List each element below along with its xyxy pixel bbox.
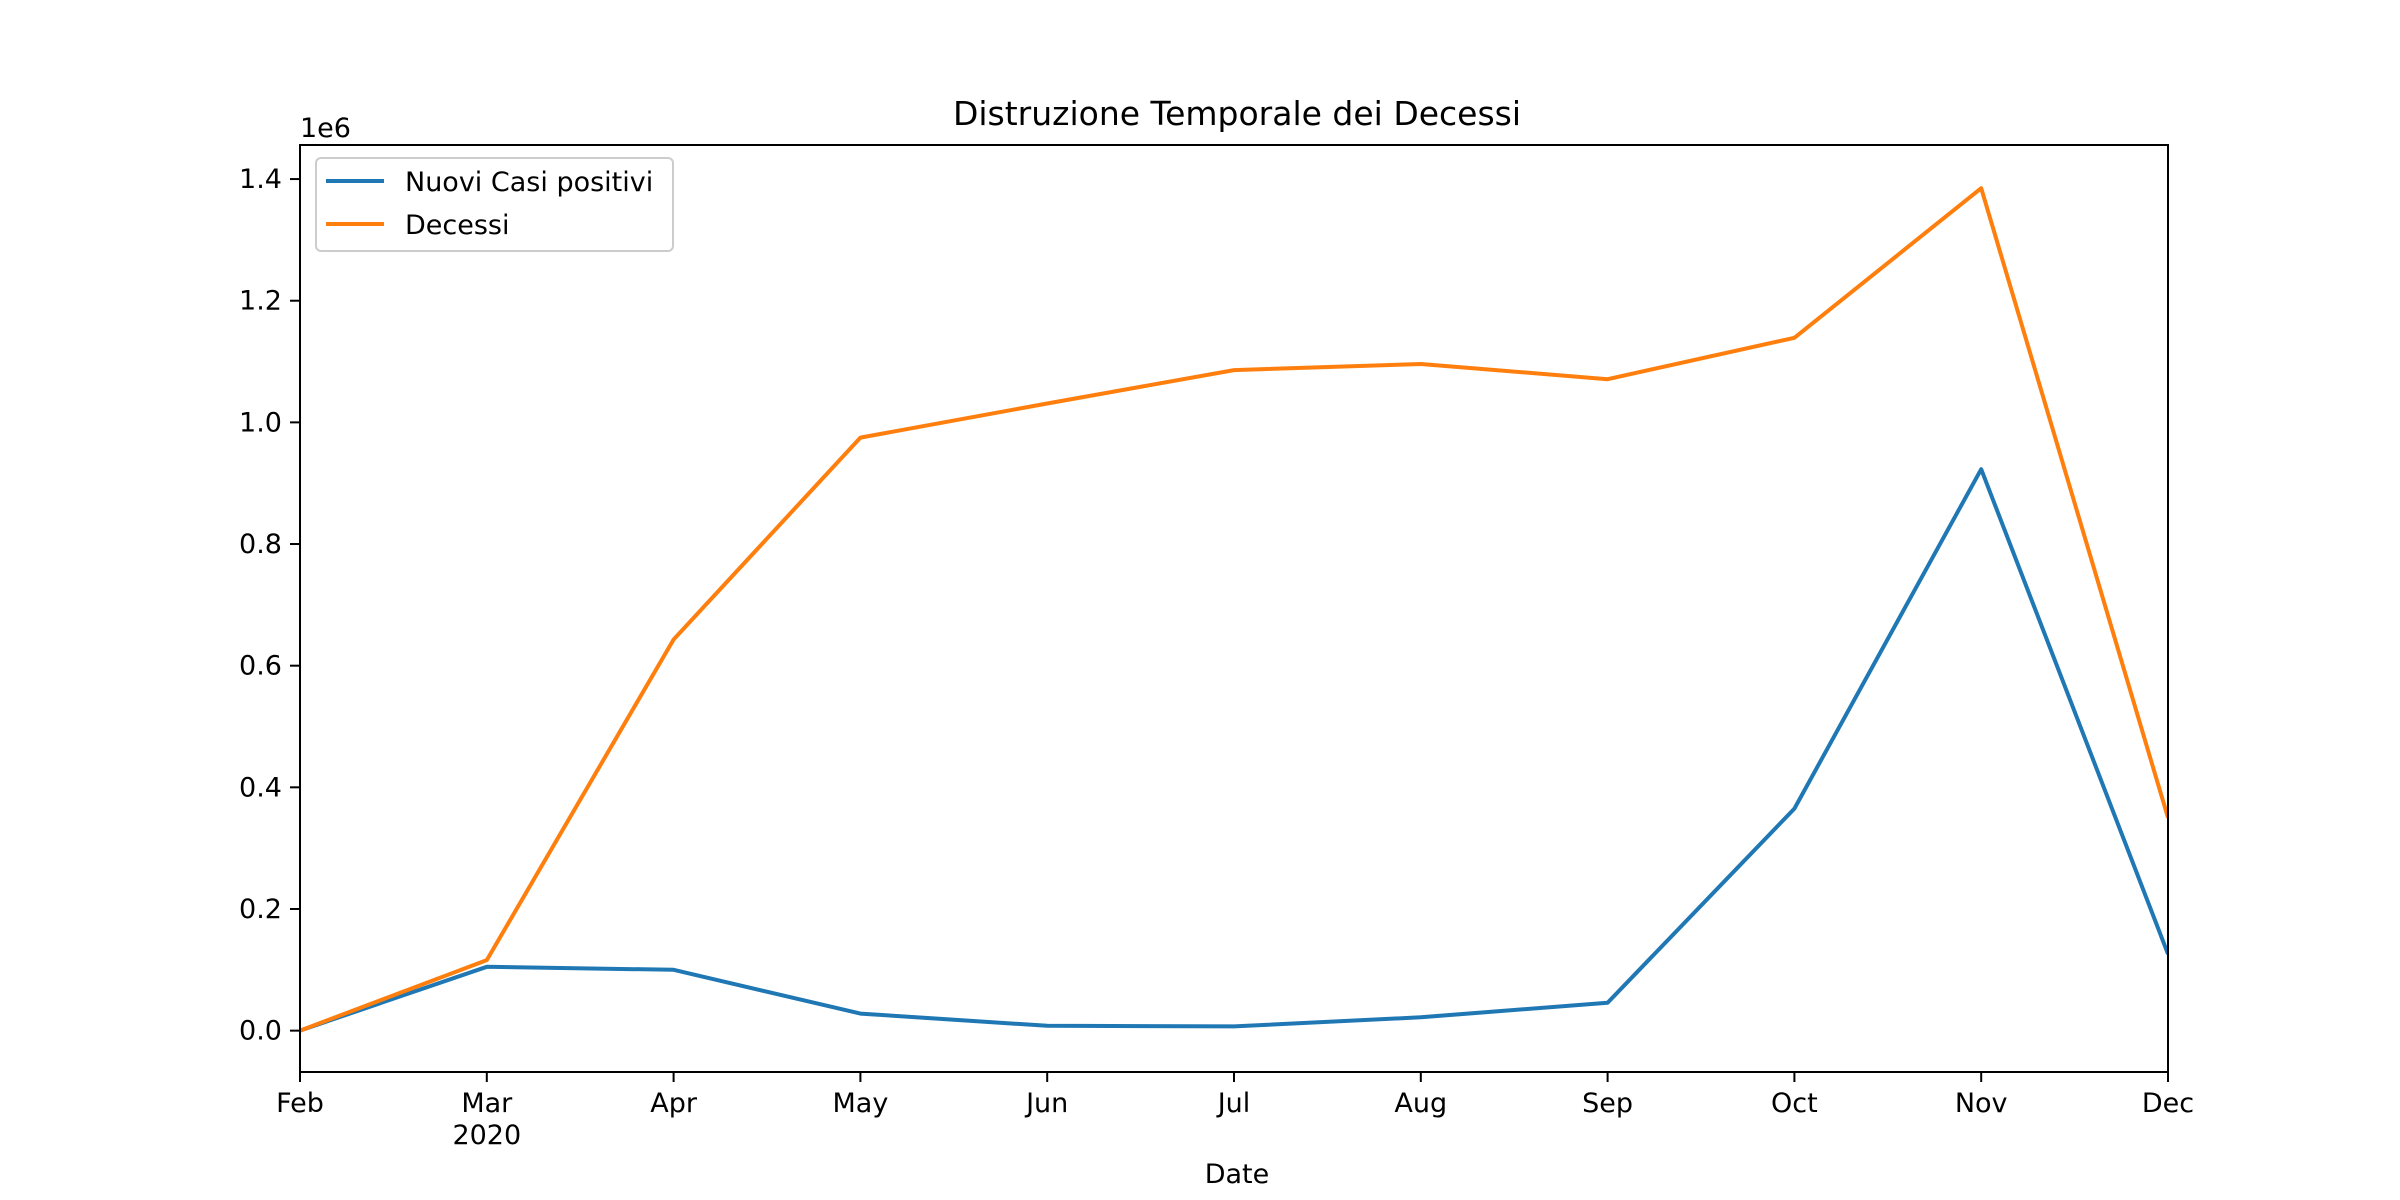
x-tick-label: Mar xyxy=(461,1088,513,1119)
y-tick-label: 1.4 xyxy=(239,164,282,195)
x-tick-year-label: 2020 xyxy=(452,1120,521,1151)
x-axis-label: Date xyxy=(1205,1159,1270,1190)
y-tick-label: 0.2 xyxy=(239,894,282,925)
x-tick-label: May xyxy=(832,1088,888,1119)
y-tick-label: 0.6 xyxy=(239,651,282,682)
x-tick-label: Nov xyxy=(1955,1088,2008,1119)
y-tick-label: 0.8 xyxy=(239,529,282,560)
chart-title: Distruzione Temporale dei Decessi xyxy=(953,94,1521,133)
y-tick-label: 1.0 xyxy=(239,407,282,438)
series-line-decessi xyxy=(300,186,2168,1033)
legend: Nuovi Casi positivi Decessi xyxy=(315,157,674,252)
legend-label-decessi: Decessi xyxy=(405,210,510,241)
x-tick-label: Sep xyxy=(1582,1088,1633,1119)
y-offset-label: 1e6 xyxy=(300,113,351,144)
x-tick-label: Feb xyxy=(276,1088,324,1119)
x-tick-label: Jul xyxy=(1216,1088,1251,1119)
y-tick-label: 0.4 xyxy=(239,772,282,803)
legend-label-nuovi-casi: Nuovi Casi positivi xyxy=(405,167,653,198)
x-tick-label: Oct xyxy=(1771,1088,1818,1119)
legend-box xyxy=(315,157,674,252)
x-tick-label: Aug xyxy=(1394,1088,1447,1119)
x-tick-label: Apr xyxy=(650,1088,698,1119)
y-tick-label: 1.2 xyxy=(239,286,282,317)
y-tick-label: 0.0 xyxy=(239,1016,282,1047)
series-line-nuovi-casi-positivi xyxy=(300,467,2168,1033)
x-tick-label: Jun xyxy=(1024,1088,1068,1119)
x-tick-label: Dec xyxy=(2142,1088,2194,1119)
